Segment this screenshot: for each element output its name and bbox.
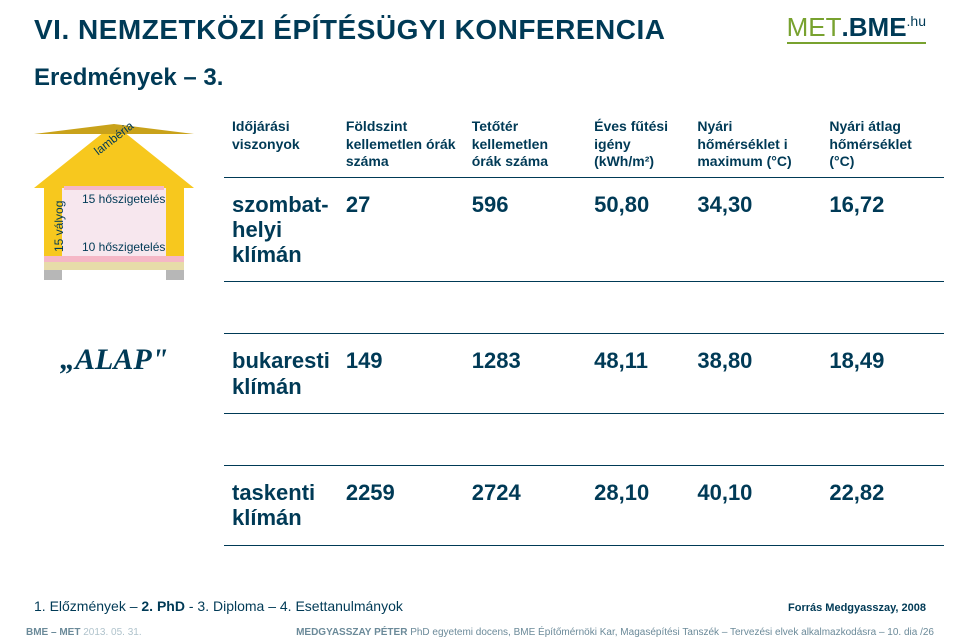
table-row: taskenti klímán 2259 2724 28,10 40,10 22…	[224, 465, 944, 545]
col-header-5: Nyári átlag hőmérséklet (°C)	[821, 118, 944, 177]
source-label: Forrás Medgyasszay, 2008	[788, 602, 926, 614]
cell: 16,72	[821, 177, 944, 282]
nav-bold: 2. PhD	[141, 598, 185, 614]
cell: 27	[338, 177, 464, 282]
cell: 22,82	[821, 465, 944, 545]
house-floor	[44, 262, 184, 270]
col-header-0: Időjárási viszonyok	[224, 118, 338, 177]
cell: 38,80	[689, 334, 821, 414]
footer-right: MEDGYASSZAY PÉTER PhD egyetemi docens, B…	[296, 627, 934, 638]
cell: 50,80	[586, 177, 689, 282]
house-foot-left	[44, 270, 62, 280]
footer-author: MEDGYASSZAY PÉTER	[296, 627, 407, 638]
house-wall-right	[166, 180, 184, 260]
col-header-2: Tetőtér kellemetlen órák száma	[464, 118, 586, 177]
row-label-rest: klímán	[232, 505, 302, 530]
cell: 28,10	[586, 465, 689, 545]
col-header-3: Éves fűtési igény (kWh/m²)	[586, 118, 689, 177]
row-label-bold: szombat-	[232, 192, 330, 217]
col-header-1: Földszint kellemetlen órák száma	[338, 118, 464, 177]
row-label: bukaresti klímán	[224, 334, 338, 414]
cell: 48,11	[586, 334, 689, 414]
row-label: taskenti klímán	[224, 465, 338, 545]
house-foot-right	[166, 270, 184, 280]
bottom-nav: 1. Előzmények – 2. PhD - 3. Diploma – 4.…	[34, 598, 403, 614]
cell: 1283	[464, 334, 586, 414]
logo-hu: .hu	[907, 13, 926, 29]
row-label-rest: klímán	[232, 374, 302, 399]
nav-after: - 3. Diploma – 4. Esettanulmányok	[185, 598, 403, 614]
footer-left-light: 2013. 05. 31.	[80, 627, 141, 638]
table-row: szombat- helyi klímán 27 596 50,80 34,30…	[224, 177, 944, 282]
cell: 149	[338, 334, 464, 414]
cell: 596	[464, 177, 586, 282]
results-table: Időjárási viszonyok Földszint kellemetle…	[224, 118, 926, 546]
footer-left: BME – MET 2013. 05. 31.	[26, 627, 142, 638]
row-label-bold: taskenti	[232, 480, 330, 505]
row-label-bold: bukaresti	[232, 348, 330, 373]
cell: 18,49	[821, 334, 944, 414]
house-ceiling-ins	[64, 186, 164, 190]
label-valyog: 15 vályog	[52, 201, 66, 252]
cell: 40,10	[689, 465, 821, 545]
page-title: VI. NEMZETKÖZI ÉPÍTÉSÜGYI KONFERENCIA	[34, 14, 665, 46]
cell: 2259	[338, 465, 464, 545]
label-ins15: 15 hőszigetelés	[82, 192, 165, 206]
subtitle: Eredmények – 3.	[34, 64, 960, 92]
logo-bme: .BME	[842, 12, 907, 42]
logo: MET.BME.hu	[787, 14, 926, 44]
cell: 34,30	[689, 177, 821, 282]
row-label-rest: helyi klímán	[232, 217, 302, 267]
nav-before: 1. Előzmények –	[34, 598, 141, 614]
footer-rest: PhD egyetemi docens, BME Építőmérnöki Ka…	[410, 627, 934, 638]
logo-met: MET	[787, 12, 842, 42]
logo-underline	[787, 42, 926, 44]
col-header-4: Nyári hőmérséklet i maximum (°C)	[689, 118, 821, 177]
group-label-alap: „ALAP"	[60, 343, 168, 377]
footer-left-bold: BME – MET	[26, 627, 80, 638]
cell: 2724	[464, 465, 586, 545]
label-ins10: 10 hőszigetelés	[82, 240, 165, 254]
row-label: szombat- helyi klímán	[224, 177, 338, 282]
house-diagram: lambéria 15 hőszigetelés 10 hőszigetelés…	[34, 124, 194, 284]
table-row: bukaresti klímán 149 1283 48,11 38,80 18…	[224, 334, 944, 414]
